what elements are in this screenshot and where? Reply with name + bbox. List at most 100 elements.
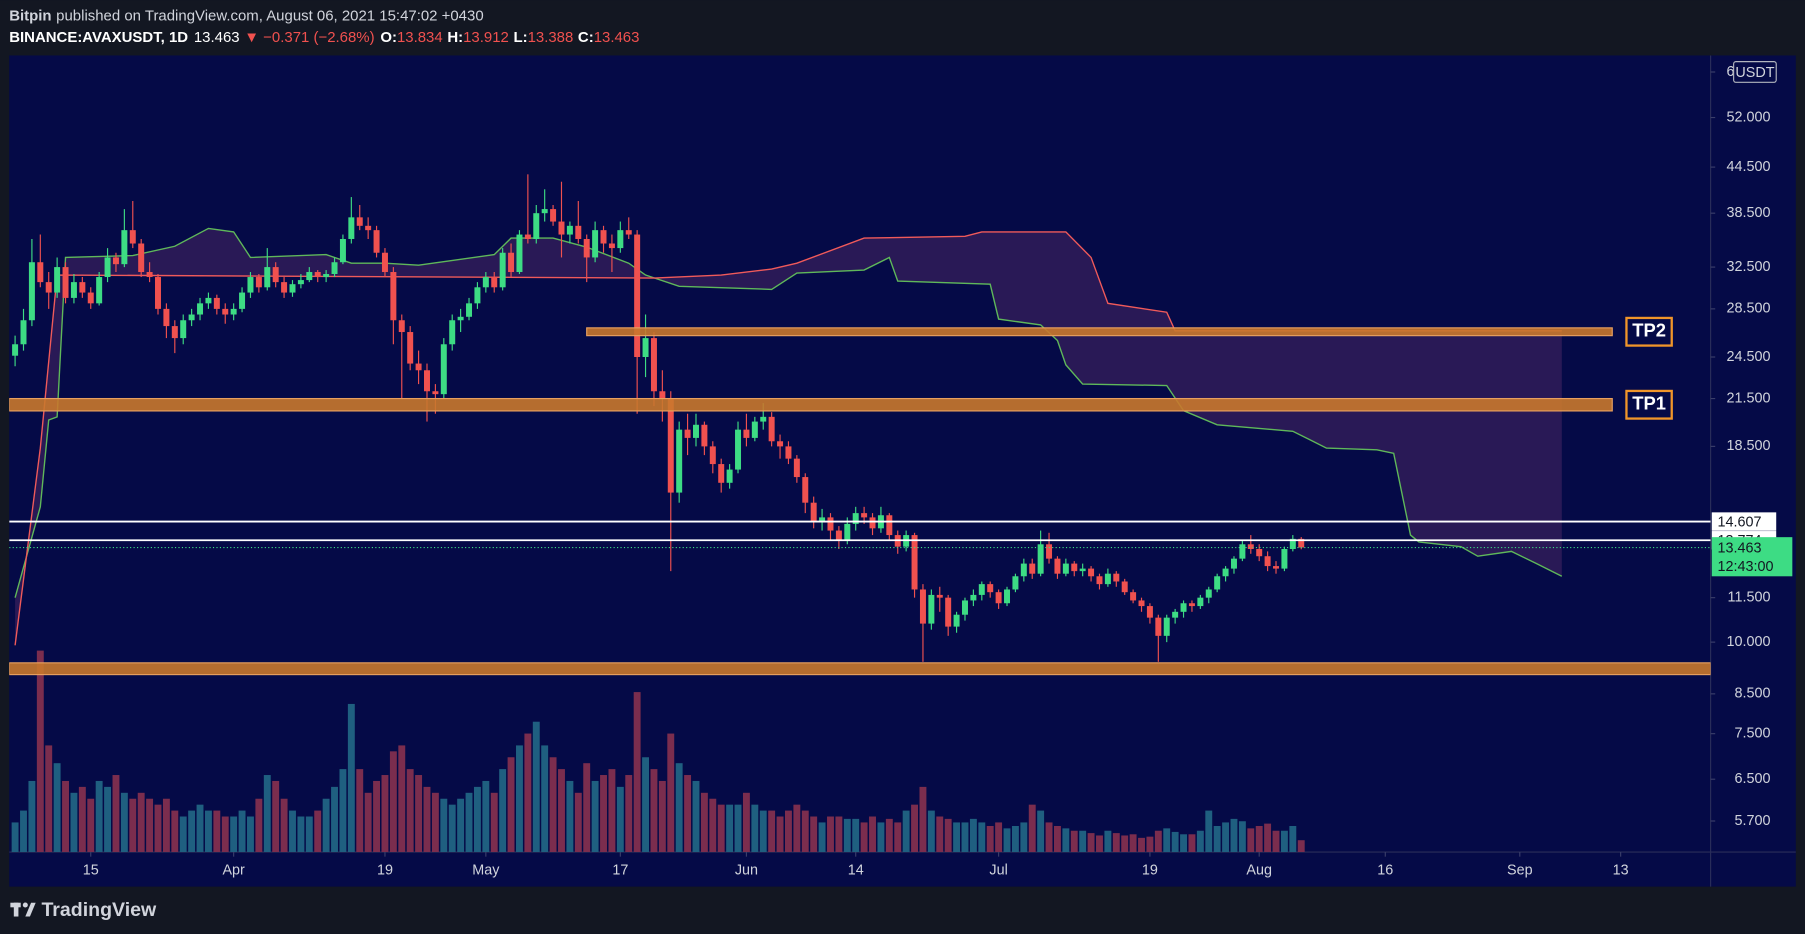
volume-bar [524, 733, 532, 853]
footer-logo: TradingView [10, 899, 157, 921]
candle-body [281, 282, 288, 293]
zone-label-box [1625, 389, 1673, 420]
candle-body [1239, 544, 1246, 559]
volume-bar [53, 763, 61, 853]
published: published on TradingView.com, August 06,… [56, 7, 483, 24]
candle-body [474, 287, 481, 304]
volume-bar [70, 792, 78, 853]
volume-bar [423, 786, 431, 853]
candle-body [20, 320, 27, 345]
candle-body [104, 257, 111, 278]
volume-bar [642, 757, 650, 853]
open-value: 13.834 [397, 29, 443, 46]
candle-body [751, 421, 758, 438]
y-tick-label: 21.500 [1726, 390, 1770, 406]
volume-bar [213, 810, 221, 853]
volume-bar [877, 822, 885, 853]
candle-body [1172, 611, 1179, 618]
volume-bar [36, 650, 44, 853]
candle-body [575, 225, 582, 239]
candle-body [1004, 589, 1011, 604]
volume-bar [516, 745, 523, 853]
candle-body [1046, 544, 1053, 559]
volume-bar [969, 818, 977, 853]
last-price-label: 13.463 [1718, 540, 1762, 556]
candle-body [600, 230, 607, 244]
candle-body [499, 252, 506, 288]
volume-bar [389, 751, 397, 853]
volume-bar [1003, 828, 1011, 853]
volume-bar [196, 804, 204, 853]
candle-body [1138, 600, 1145, 607]
candle-body [1054, 558, 1061, 574]
volume-bar [1053, 825, 1061, 853]
volume-bar [78, 786, 86, 853]
candle-body [936, 594, 943, 598]
candle-body [1037, 544, 1044, 574]
candle-body [28, 262, 35, 321]
candle-body [264, 267, 271, 288]
volume-bar [869, 816, 876, 853]
candle-body [331, 262, 338, 275]
candle-body [129, 230, 136, 244]
x-tick-label: 16 [1377, 862, 1393, 878]
candle-body [222, 308, 229, 315]
volume-bar [616, 786, 624, 853]
author: Bitpin [9, 7, 51, 24]
target-zone [9, 662, 1711, 676]
logo-part [25, 902, 36, 917]
candle-body [961, 600, 968, 615]
candle-body [12, 344, 19, 356]
volume-bar [566, 780, 574, 853]
candle-body [1163, 617, 1170, 636]
y-tick-label: 8.500 [1734, 686, 1770, 702]
target-zone [586, 327, 1613, 337]
candle-body [1180, 603, 1187, 612]
volume-bar [473, 786, 481, 853]
y-tick-label: 7.500 [1734, 725, 1770, 741]
x-tick-label: 14 [848, 862, 864, 878]
volume-bar [339, 769, 347, 853]
candle-body [1088, 568, 1095, 577]
y-tick-label: 24.500 [1726, 349, 1770, 365]
candle-body [718, 464, 725, 483]
volume-bar [45, 745, 53, 853]
x-tick-label: Jul [989, 862, 1007, 878]
volume-bar [667, 733, 675, 853]
x-tick-label: 17 [612, 862, 628, 878]
candle-body [709, 446, 716, 465]
volume-bar [658, 780, 666, 853]
candle-body [1273, 566, 1280, 569]
candle-body [566, 225, 573, 235]
volume-bar [768, 810, 776, 853]
volume-bar [171, 810, 179, 853]
candle-body [819, 517, 826, 522]
candle-body [289, 284, 296, 293]
volume-bar [1104, 830, 1112, 853]
volume-bar [230, 816, 238, 853]
x-tick-label: 19 [1142, 862, 1158, 878]
volume-bar [204, 810, 212, 853]
volume-bar [188, 810, 196, 853]
candle-body [768, 416, 775, 442]
volume-bar [179, 816, 187, 853]
chart-frame [9, 55, 1796, 887]
volume-bar [104, 786, 112, 853]
volume-bar [785, 810, 792, 853]
volume-bar [1045, 822, 1053, 853]
volume-bar [297, 816, 305, 853]
candle-body [1062, 563, 1069, 574]
candle-body [306, 272, 313, 281]
candle-body [844, 523, 851, 540]
candle-body [550, 209, 557, 222]
y-tick-label: 44.500 [1726, 159, 1770, 175]
volume-bar [759, 810, 767, 853]
candle-body [659, 391, 666, 399]
candle-body [62, 267, 69, 298]
volume-bar [1230, 818, 1238, 853]
symbol-line: BINANCE:AVAXUSDT, 1D 13.463 ▼ −0.371 (−2.6… [9, 29, 639, 46]
candle-body [692, 424, 699, 438]
candle-body [1029, 563, 1036, 574]
candle-body [272, 267, 279, 283]
volume-bar [1163, 828, 1171, 853]
